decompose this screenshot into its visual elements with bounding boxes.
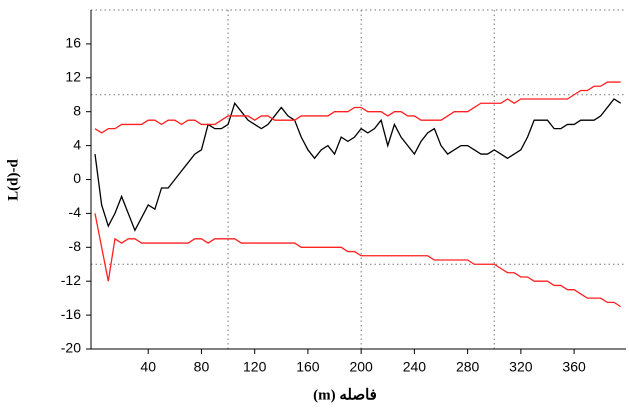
y-tick-label: 0 xyxy=(73,170,81,186)
x-tick-label: 200 xyxy=(349,359,373,375)
data-line xyxy=(94,213,622,308)
y-tick-label: -8 xyxy=(69,238,82,254)
x-tick-label: 320 xyxy=(509,359,533,375)
x-tick-label: 240 xyxy=(403,359,427,375)
x-tick-label: 280 xyxy=(456,359,480,375)
y-tick-label: 4 xyxy=(73,136,81,152)
x-tick-label: 160 xyxy=(296,359,320,375)
x-tick-label: 40 xyxy=(140,359,156,375)
y-tick-label: -4 xyxy=(69,204,82,220)
x-tick-label: 360 xyxy=(562,359,586,375)
y-tick-label: -20 xyxy=(61,340,81,356)
x-axis-title: فاصله (m) xyxy=(313,387,377,403)
y-tick-label: 8 xyxy=(73,102,81,118)
y-tick-label: 16 xyxy=(65,35,81,51)
y-axis-title: L(d)-d xyxy=(5,159,21,201)
x-tick-label: 80 xyxy=(194,359,210,375)
x-tick-label: 120 xyxy=(243,359,267,375)
data-line xyxy=(94,98,622,232)
y-tick-label: 12 xyxy=(65,69,81,85)
data-line xyxy=(94,81,621,134)
y-tick-label: -12 xyxy=(61,272,81,288)
y-tick-label: -16 xyxy=(61,306,81,322)
